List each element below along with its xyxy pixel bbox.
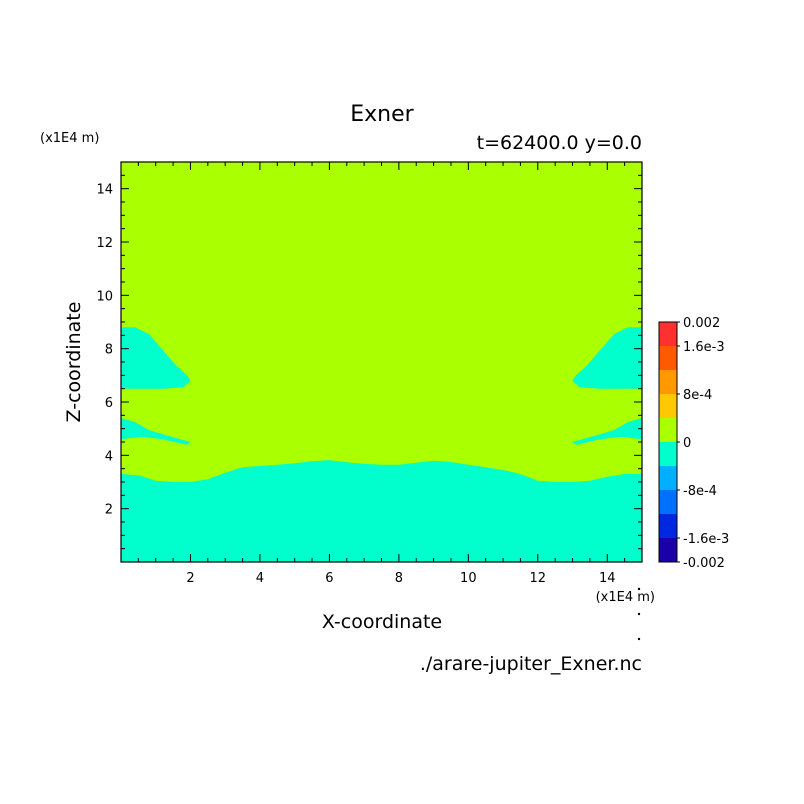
region-right-upper-lobe — [572, 327, 642, 389]
colorbar-tick-label: 1.6e-3 — [683, 340, 725, 355]
colorbar-swatch — [659, 466, 677, 490]
x-tick-label: 14 — [599, 571, 616, 586]
colorbar-tick-label: 8e-4 — [683, 388, 712, 403]
colorbar-tick-label: 0.002 — [683, 316, 720, 331]
colorbar-tick-label: -1.6e-3 — [683, 532, 729, 547]
colorbar-swatch — [659, 442, 677, 466]
colorbar-swatch — [659, 370, 677, 394]
colorbar-swatch — [659, 322, 677, 346]
y-tick-label: 4 — [105, 449, 113, 464]
x-tick-label: 12 — [530, 571, 547, 586]
marker-dot — [637, 637, 641, 641]
colorbar-swatch — [659, 394, 677, 418]
colorbar-swatch — [659, 514, 677, 538]
chart-title: Exner — [350, 102, 414, 127]
y-axis-ticks: 2 4 6 8 10 12 14 — [96, 161, 642, 563]
y-axis-unit: (x1E4 m) — [40, 131, 99, 146]
region-right-lower-lobe — [572, 418, 642, 445]
x-axis-label: X-coordinate — [322, 611, 442, 633]
x-tick-label: 10 — [460, 571, 477, 586]
region-left-upper-lobe — [121, 327, 191, 389]
colorbar-swatch — [659, 490, 677, 514]
y-tick-label: 8 — [105, 343, 113, 358]
colorbar: -0.002 -1.6e-3 -8e-4 0 8e-4 1.6e-3 0.002 — [658, 316, 729, 571]
chart-subtitle: t=62400.0 y=0.0 — [477, 132, 642, 154]
marker-dot — [637, 612, 641, 616]
colorbar-tick-label: -0.002 — [683, 556, 725, 571]
source-filename: ./arare-jupiter_Exner.nc — [420, 653, 642, 675]
x-tick-label: 4 — [256, 571, 264, 586]
y-tick-label: 6 — [105, 396, 113, 411]
marker-dot — [637, 587, 641, 591]
colorbar-tick-label: 0 — [683, 436, 691, 451]
colorbar-tick-label: -8e-4 — [683, 484, 717, 499]
x-axis-ticks: 2 4 6 8 10 12 14 — [120, 162, 643, 586]
y-tick-label: 14 — [96, 183, 113, 198]
colorbar-swatch — [659, 346, 677, 370]
y-axis-label: Z-coordinate — [63, 302, 85, 423]
x-axis-unit: (x1E4 m) — [596, 590, 655, 605]
y-tick-label: 2 — [105, 503, 113, 518]
colorbar-swatch — [659, 538, 677, 562]
region-left-lower-lobe — [121, 418, 191, 445]
x-tick-label: 2 — [186, 571, 194, 586]
colorbar-swatch — [659, 418, 677, 442]
region-lower-layer — [121, 460, 642, 562]
x-tick-label: 8 — [395, 571, 403, 586]
y-tick-label: 10 — [96, 289, 113, 304]
contour-plot-area — [120, 161, 643, 563]
y-tick-label: 12 — [96, 236, 113, 251]
x-tick-label: 6 — [325, 571, 333, 586]
